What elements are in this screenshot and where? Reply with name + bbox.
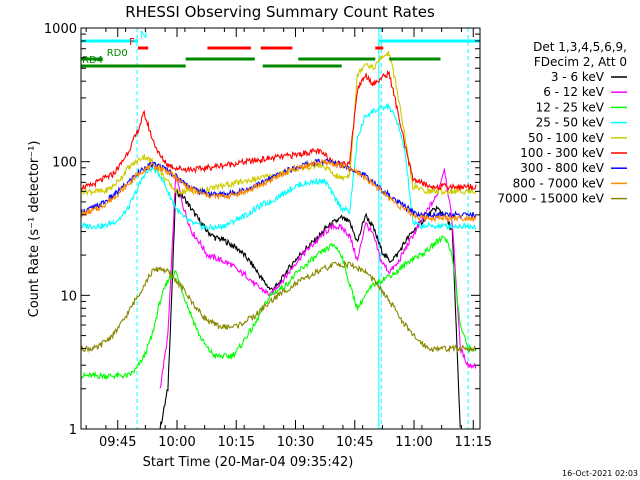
y-axis-label: Count Rate (s⁻¹ detector⁻¹) [27,141,42,318]
legend-label: 300 - 800 keV [520,161,604,175]
timestamp: 16-Oct-2021 02:03 [562,469,638,478]
series-line [81,158,477,220]
mode-bar-label: N [140,30,147,41]
y-axis-ticks: 1 10 100 1000 [44,22,480,438]
mode-bar-label: F [129,37,135,48]
legend-label: 7000 - 15000 keV [497,192,604,206]
series-line [81,103,477,231]
legend-label: 800 - 7000 keV [513,176,605,190]
legend-label: 6 - 12 keV [543,85,605,99]
series-line [159,168,477,389]
x-tick-label: 10:15 [218,435,255,450]
series-line [81,234,477,381]
legend-label: 25 - 50 keV [536,116,605,130]
x-tick-label: 11:15 [455,435,492,450]
x-tick-label: 10:30 [277,435,314,450]
series-layer [81,50,477,429]
y-tick-label: 100 [52,156,77,171]
x-tick-label: 11:00 [395,435,432,450]
legend-header-detectors: Det 1,3,4,5,6,9, [533,40,627,54]
legend-label: 3 - 6 keV [551,70,605,84]
series-line [159,188,461,429]
x-axis-label: Start Time (20-Mar-04 09:35:42) [143,455,354,470]
y-tick-label: 1000 [44,22,77,37]
mode-bar-label: RD4 [82,55,103,66]
x-axis-ticks: 09:45 10:00 10:15 10:30 10:45 11:00 11:15 [85,28,492,450]
x-tick-label: 10:45 [336,435,373,450]
y-tick-label: 10 [60,289,77,304]
plot-frame [80,27,481,430]
series-line [81,259,477,354]
x-tick-label: 10:00 [158,435,195,450]
legend-header-decimation: FDecim 2, Att 0 [534,55,627,69]
chart-title: RHESSI Observing Summary Count Rates [125,3,435,21]
legend-label: 100 - 300 keV [520,146,604,160]
legend-label: 50 - 100 keV [528,131,605,145]
legend: Det 1,3,4,5,6,9, FDecim 2, Att 0 3 - 6 k… [497,40,627,206]
y-tick-label: 1 [69,423,77,438]
mode-bar-label: RD0 [107,48,128,59]
vertical-markers [136,28,469,429]
series-line [81,158,477,223]
x-tick-label: 09:45 [99,435,136,450]
legend-label: 12 - 25 keV [536,100,605,114]
series-line [81,69,477,191]
